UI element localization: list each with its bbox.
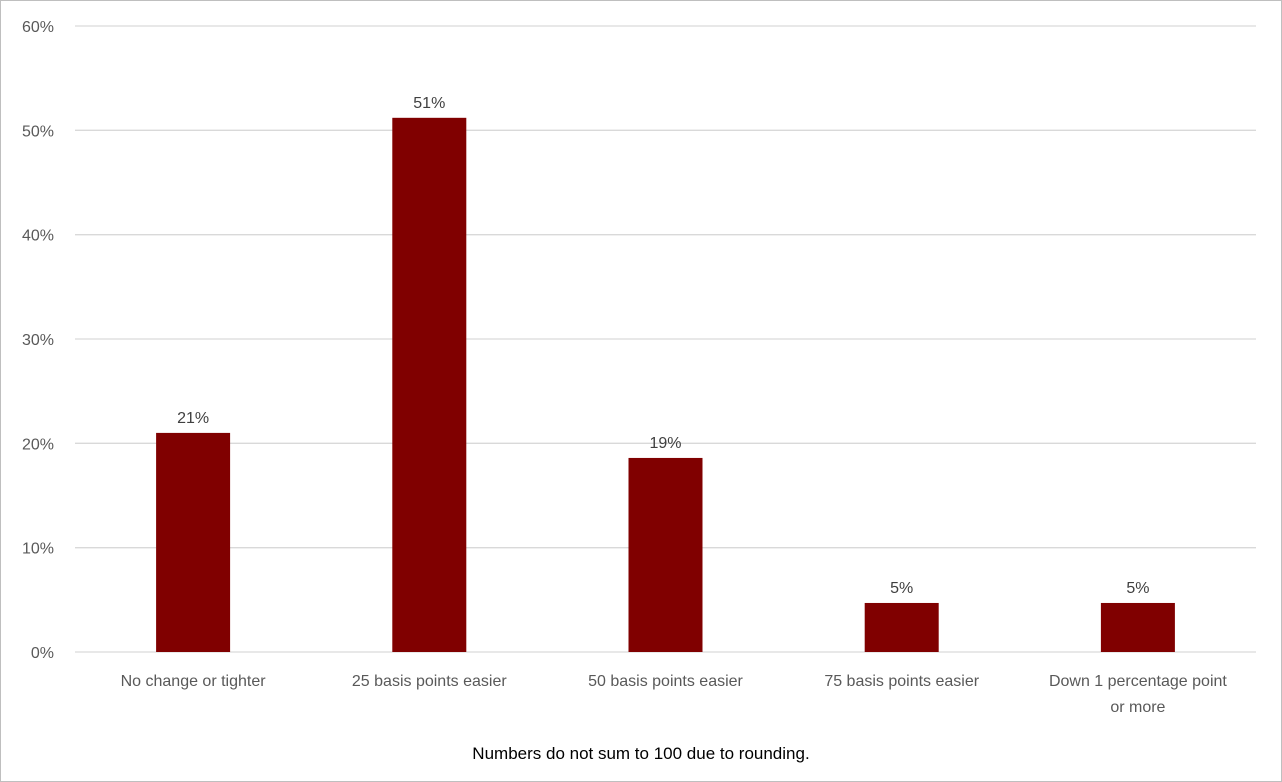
x-category-label: or more bbox=[1110, 699, 1165, 716]
y-tick-label: 40% bbox=[22, 228, 54, 245]
footnote: Numbers do not sum to 100 due to roundin… bbox=[472, 744, 810, 763]
x-category-label: 75 basis points easier bbox=[824, 673, 979, 690]
data-label: 5% bbox=[1126, 580, 1149, 597]
data-label: 5% bbox=[890, 580, 913, 597]
y-tick-label: 30% bbox=[22, 332, 54, 349]
x-category-label: No change or tighter bbox=[121, 673, 267, 690]
bar bbox=[864, 602, 939, 652]
x-category-label: Down 1 percentage point bbox=[1049, 673, 1227, 690]
bar bbox=[156, 432, 231, 652]
y-tick-label: 50% bbox=[22, 123, 54, 140]
y-tick-label: 20% bbox=[22, 436, 54, 453]
bars bbox=[156, 117, 1175, 652]
data-label: 21% bbox=[177, 410, 209, 427]
gridlines bbox=[75, 25, 1256, 653]
data-label: 51% bbox=[413, 95, 445, 112]
data-labels: 21% 51% 19% 5% 5% bbox=[177, 95, 1149, 597]
y-tick-label: 0% bbox=[31, 645, 54, 662]
y-axis-tick-labels: 0% 10% 20% 30% 40% 50% 60% bbox=[22, 19, 54, 662]
bar bbox=[392, 117, 467, 652]
data-label: 19% bbox=[649, 435, 681, 452]
bar bbox=[628, 457, 703, 652]
x-category-label: 50 basis points easier bbox=[588, 673, 743, 690]
y-tick-label: 60% bbox=[22, 19, 54, 36]
bar bbox=[1100, 602, 1175, 652]
y-tick-label: 10% bbox=[22, 541, 54, 558]
x-axis-category-labels: No change or tighter 25 basis points easi… bbox=[121, 673, 1228, 716]
x-category-label: 25 basis points easier bbox=[352, 673, 507, 690]
